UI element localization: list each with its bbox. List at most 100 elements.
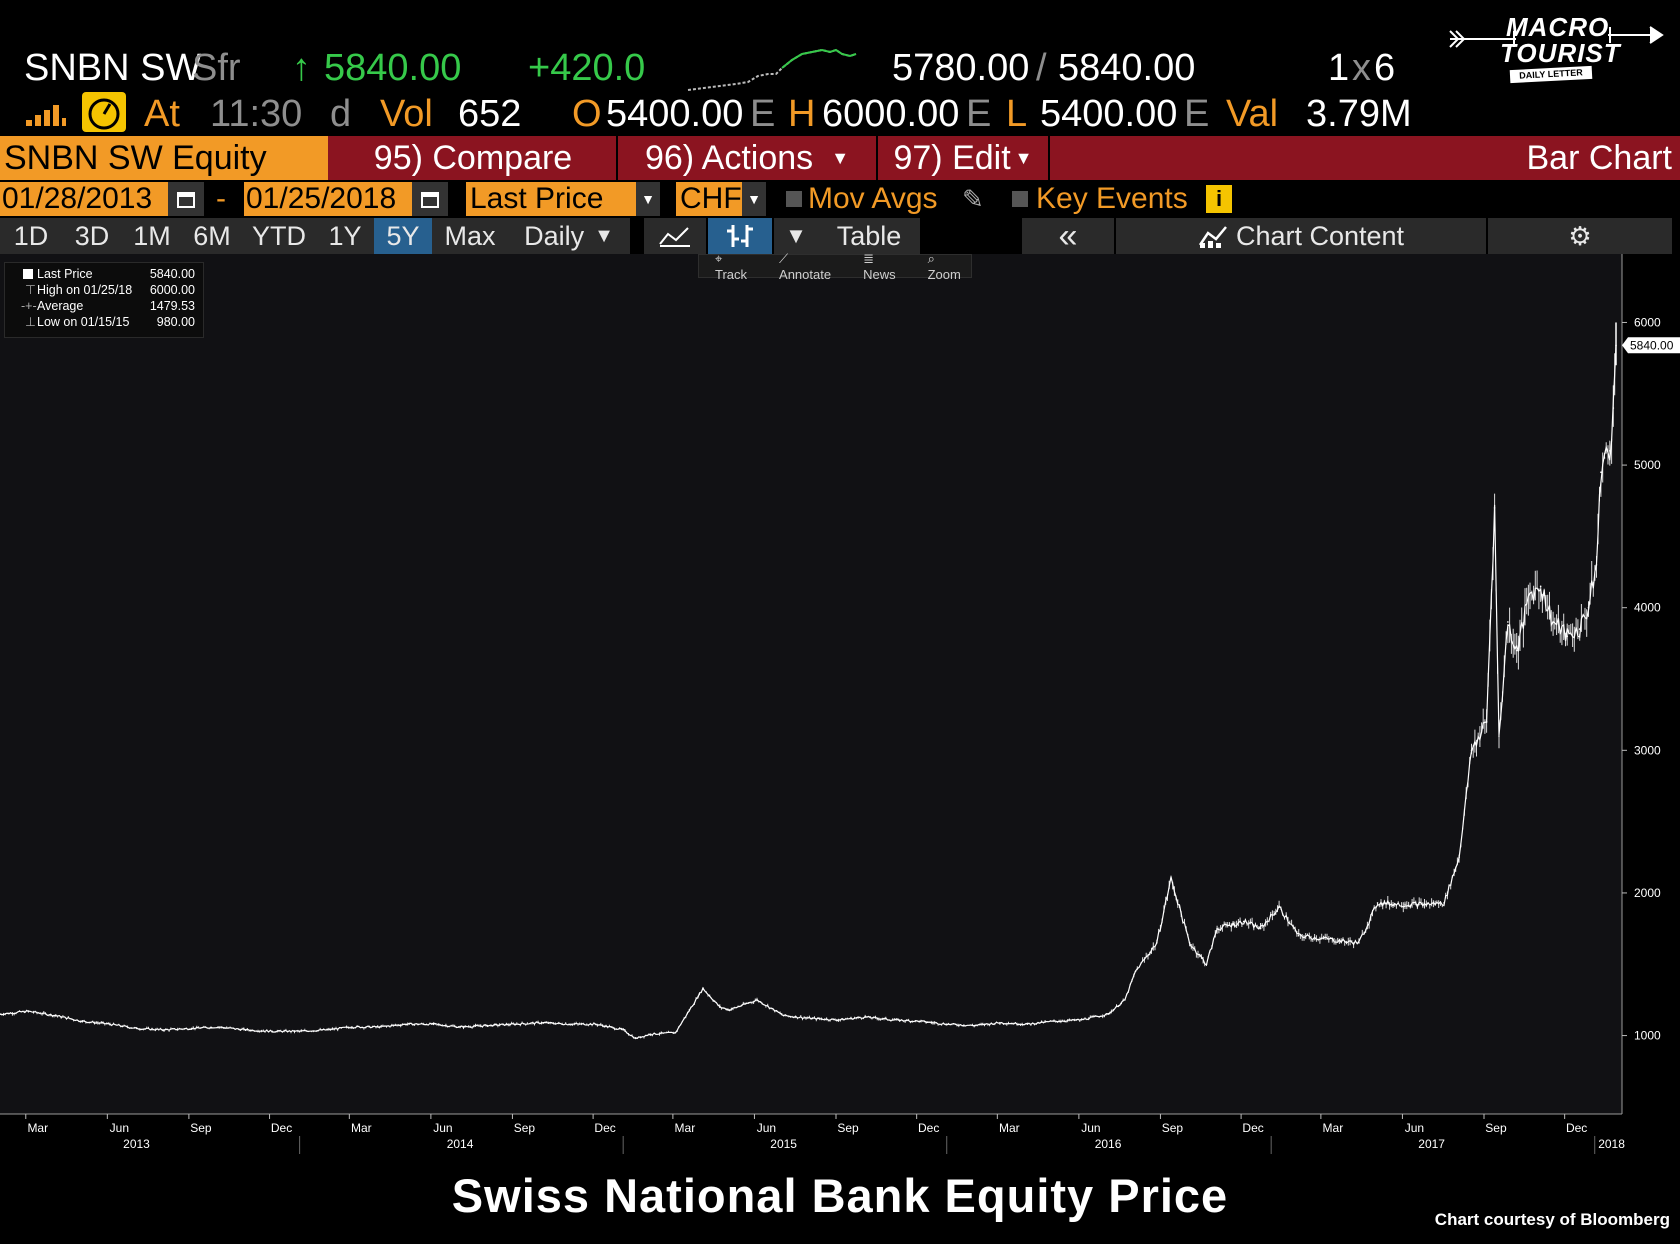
x-month-label: Sep [190, 1121, 212, 1135]
price-point [1026, 1023, 1029, 1025]
low-label: L [1006, 93, 1028, 135]
controls-row: 01/28/2013 - 01/25/2018 Last Price ▼ CHF… [0, 182, 1680, 218]
frequency-select[interactable]: Daily ▼ [508, 218, 632, 254]
chart-view-title: Bar Chart [1526, 138, 1673, 177]
edit-label: 97) Edit [893, 138, 1011, 177]
edit-menu[interactable]: 97) Edit ▼ [878, 136, 1050, 180]
price-chart[interactable]: 1000 2000 3000 4000 5000 6000 Mar Jun Sep Dec Mar J… [0, 254, 1680, 1156]
bid-size: 1 [1328, 47, 1350, 89]
ticker: SNBN SW [24, 47, 202, 89]
price-point [405, 1023, 407, 1025]
x-month-label: Jun [1405, 1121, 1424, 1135]
chart-legend: Last Price 5840.00 ⊤ High on 01/25/18 60… [4, 262, 204, 338]
caret-down-icon[interactable]: ▼ [636, 182, 660, 216]
bar-chart-icon[interactable] [708, 218, 774, 254]
logo-line2: TOURIST [1500, 38, 1621, 68]
legend-low: ⊥ Low on 01/15/15 980.00 [5, 314, 203, 330]
collapse-left-icon[interactable]: « [1022, 217, 1116, 255]
price-point [1578, 628, 1581, 630]
track-tool[interactable]: ⌖ Track [699, 251, 763, 282]
period-6m[interactable]: 6M [182, 218, 244, 254]
last-price: 5840.00 [324, 47, 462, 89]
y-tick-label: 1000 [1634, 1029, 1661, 1043]
pencil-icon[interactable]: ✎ [962, 183, 984, 214]
price-point [1278, 906, 1280, 909]
signal-bars-icon [26, 105, 66, 126]
key-events-checkbox[interactable] [1012, 191, 1028, 207]
x-year-label: 2014 [447, 1137, 474, 1151]
start-date-input[interactable]: 01/28/2013 [0, 182, 168, 216]
price-point [1188, 942, 1191, 944]
price-point [1242, 920, 1245, 923]
price-point [1539, 585, 1542, 588]
field-select[interactable]: Last Price [466, 182, 638, 216]
period-3d[interactable]: 3D [62, 218, 124, 254]
bid-price: 5780.00 [892, 47, 1030, 89]
price-point [1080, 1019, 1083, 1021]
calendar-icon[interactable] [412, 182, 448, 216]
actions-menu[interactable]: 96) Actions ▼ [618, 136, 878, 180]
info-icon[interactable]: i [1206, 185, 1232, 213]
price-point [0, 1013, 1, 1015]
news-tool[interactable]: ≣ News [847, 251, 912, 282]
price-point [702, 987, 704, 990]
x-month-label: Jun [433, 1121, 452, 1135]
actions-label: 96) Actions [644, 138, 814, 177]
y-tick-label: 2000 [1634, 886, 1661, 900]
period-max[interactable]: Max [432, 218, 510, 254]
arrow-right-icon [1608, 26, 1664, 44]
open-price: 5400.00 [606, 93, 744, 135]
ask-price: 5840.00 [1058, 47, 1196, 89]
x-month-label: Jun [110, 1121, 129, 1135]
price-point [217, 1026, 219, 1028]
price-point [109, 1023, 111, 1025]
price-point [351, 1026, 353, 1028]
price-point [1603, 457, 1606, 459]
price-point [973, 1024, 976, 1027]
end-date-input[interactable]: 01/25/2018 [244, 182, 412, 216]
line-chart-icon[interactable] [644, 218, 708, 254]
price-point [1053, 1020, 1055, 1023]
x-year-label: 2015 [770, 1137, 797, 1151]
chart-content-label: Chart Content [1235, 220, 1405, 251]
price-point [1587, 606, 1590, 609]
period-ytd[interactable]: YTD [242, 218, 318, 254]
annotate-tool[interactable]: ⟋ Annotate [763, 251, 847, 282]
caret-down-icon[interactable]: ▼ [742, 182, 766, 216]
compare-menu[interactable]: 95) Compare [330, 136, 618, 180]
table-button[interactable]: Table [818, 218, 922, 254]
delayed-flag: d [330, 93, 352, 135]
x-year-label: 2013 [123, 1137, 150, 1151]
period-1y[interactable]: 1Y [316, 218, 376, 254]
currency-select[interactable]: CHF [676, 182, 744, 216]
x-month-label: Jun [757, 1121, 776, 1135]
open-est-flag: E [750, 93, 776, 135]
logo-line1: MACRO [1506, 12, 1610, 42]
mov-avgs-checkbox[interactable] [786, 191, 802, 207]
price-point [674, 1031, 677, 1034]
chart-toolbar: ⌖ Track ⟋ Annotate ≣ News ⌕ Zoom [698, 251, 972, 282]
price-point [1498, 735, 1500, 737]
gear-icon[interactable]: ⚙ [1488, 218, 1674, 254]
high-est-flag: E [966, 93, 992, 135]
quote-time: 11:30 [210, 93, 303, 135]
speedometer-icon[interactable] [82, 92, 126, 132]
price-point [1595, 564, 1598, 566]
price-point [1612, 407, 1615, 409]
chart-type-caret-icon[interactable]: ▼ [774, 218, 820, 254]
period-5y[interactable]: 5Y [374, 218, 434, 254]
chart-content-button[interactable]: Chart Content [1116, 218, 1488, 254]
legend-swatch-square-icon [23, 269, 33, 279]
price-point [1358, 942, 1360, 944]
x-month-label: Dec [918, 1121, 939, 1135]
price-point [1297, 934, 1300, 937]
x-month-label: Mar [999, 1121, 1020, 1135]
zoom-label: Zoom [927, 266, 961, 282]
period-1d[interactable]: 1D [0, 218, 64, 254]
security-field[interactable]: SNBN SW Equity [0, 136, 328, 180]
zoom-tool[interactable]: ⌕ Zoom [912, 251, 977, 282]
price-point [837, 1019, 840, 1021]
period-1m[interactable]: 1M [122, 218, 184, 254]
last-price-tag [1622, 337, 1680, 354]
calendar-icon[interactable] [168, 182, 204, 216]
